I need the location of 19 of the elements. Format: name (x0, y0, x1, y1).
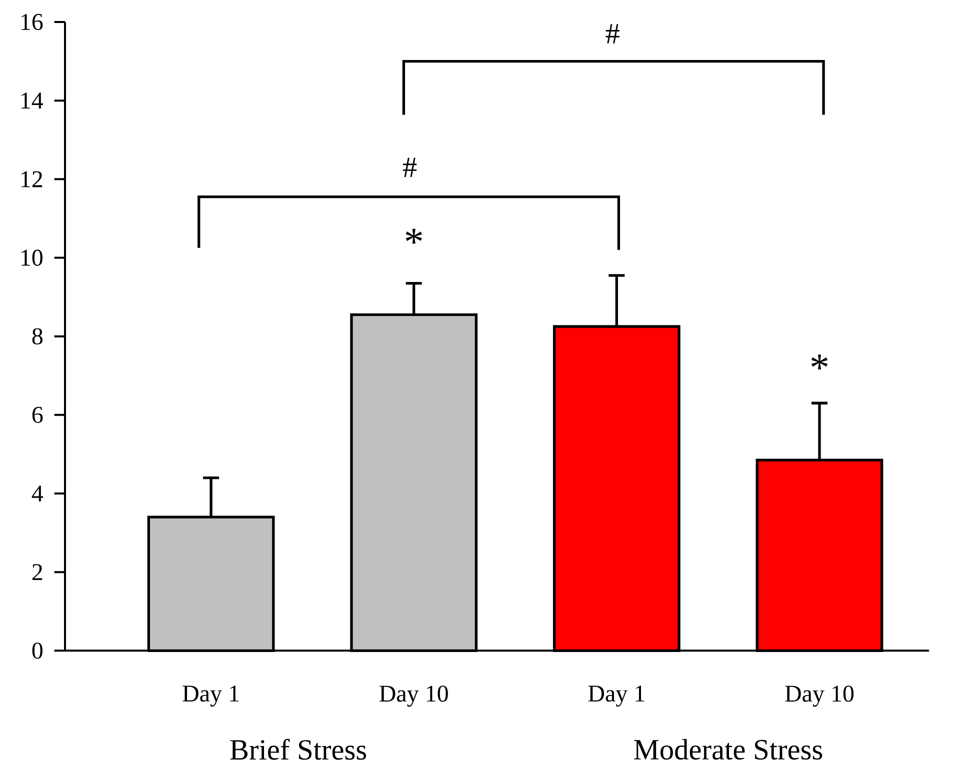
y-tick-label: 0 (32, 642, 42, 659)
y-tick-label: 10 (22, 250, 42, 266)
annotation: # (402, 158, 417, 177)
y-tick-label: 6 (32, 406, 43, 423)
x-tick-label: Day 10 (380, 686, 448, 707)
y-tick-label: 4 (32, 486, 44, 502)
annotation: * (406, 228, 422, 244)
y-tick-label: 8 (32, 328, 42, 344)
annotation: # (606, 24, 620, 44)
x-tick-label: Day 1 (588, 686, 644, 707)
x-tick-label: Day 1 (182, 686, 239, 707)
x-tick-label: Day 10 (785, 686, 854, 707)
text: Brief Stress (230, 738, 366, 760)
annotation: * (811, 354, 828, 370)
y-tick-label: 16 (22, 14, 43, 30)
y-tick-label: 12 (22, 171, 42, 188)
y-tick-label: 14 (22, 92, 44, 108)
y-tick-label: 2 (32, 564, 42, 580)
text: Moderate Stress (634, 739, 822, 760)
